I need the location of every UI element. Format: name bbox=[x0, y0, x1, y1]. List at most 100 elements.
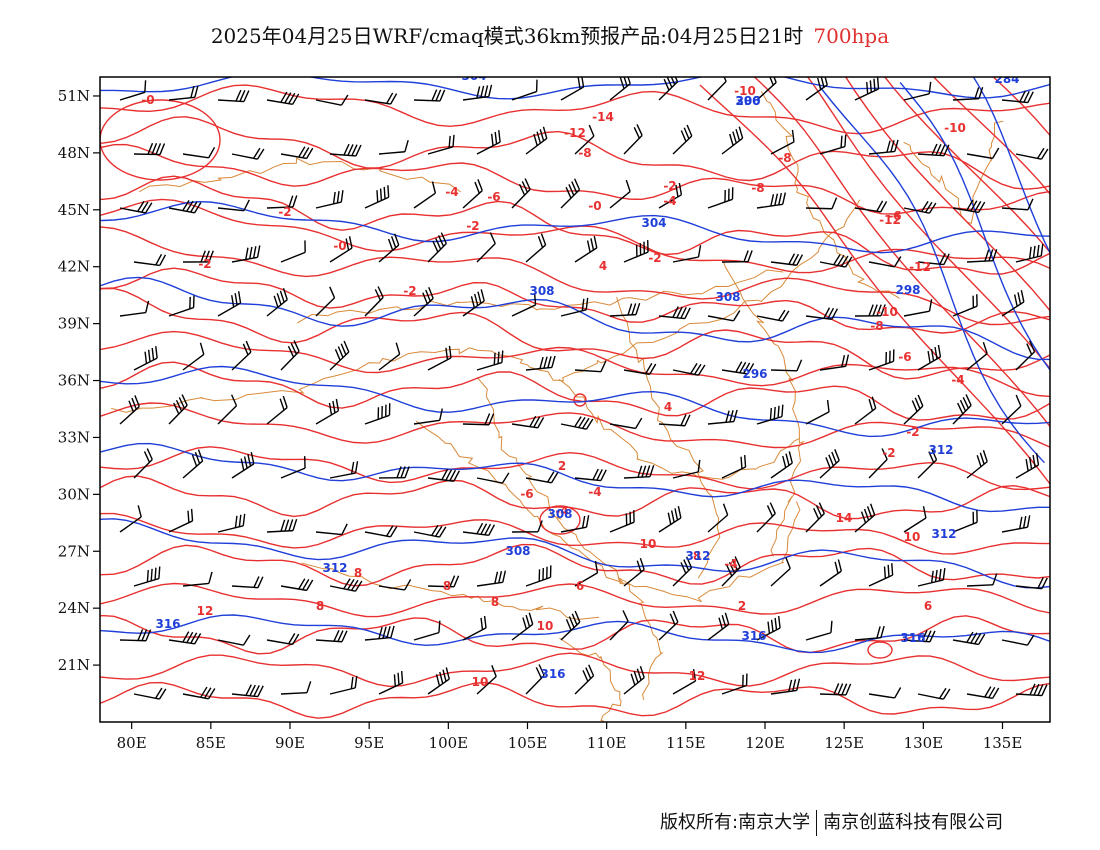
wind-barb bbox=[476, 472, 510, 484]
wind-barb bbox=[378, 342, 401, 371]
temperature-label: -2 bbox=[663, 179, 676, 193]
temperature-label: -8 bbox=[578, 146, 591, 160]
height-label: 316 bbox=[155, 617, 180, 631]
longitude-axis: 80E 85E 90E 95E 100E 105E 110E 115E 120E 125E 130E… bbox=[117, 722, 1023, 752]
wind-barb bbox=[168, 394, 188, 425]
wind-barb bbox=[952, 199, 986, 214]
isotherm-line bbox=[100, 287, 1050, 380]
wind-barb bbox=[1001, 198, 1034, 211]
wind-barb bbox=[217, 513, 246, 533]
wind-barb bbox=[574, 560, 599, 587]
wind-barb bbox=[462, 413, 495, 426]
lon-tick-label: 135E bbox=[983, 734, 1023, 752]
wind-barb bbox=[364, 92, 398, 105]
wind-barb bbox=[903, 630, 936, 643]
border-line bbox=[723, 261, 805, 557]
isotherm-loop bbox=[100, 99, 221, 181]
wind-barb bbox=[413, 620, 441, 641]
wind-barb bbox=[231, 340, 252, 371]
wind-barb bbox=[511, 292, 537, 317]
border-line bbox=[558, 379, 800, 480]
height-label: 304 bbox=[641, 216, 666, 230]
temperature-label: -6 bbox=[898, 350, 911, 364]
wind-barb bbox=[217, 394, 238, 425]
wind-barb bbox=[658, 610, 679, 641]
wind-barb bbox=[1001, 515, 1031, 533]
wind-barb bbox=[266, 633, 300, 646]
temperature-label: 8 bbox=[491, 595, 499, 609]
height-contour bbox=[100, 200, 1050, 254]
wind-barb bbox=[329, 340, 350, 371]
border-line bbox=[760, 90, 900, 299]
temperature-label: -2 bbox=[403, 284, 416, 298]
wind-barb bbox=[658, 414, 691, 427]
temperature-label: 2 bbox=[738, 599, 746, 613]
wind-barb bbox=[364, 185, 390, 209]
wind-barb bbox=[903, 506, 927, 533]
wind-barb bbox=[1015, 243, 1044, 263]
lat-tick-label: 24N bbox=[58, 599, 90, 617]
wind-barb bbox=[721, 126, 744, 155]
wind-barb bbox=[721, 673, 748, 695]
isotherm-line bbox=[100, 175, 1050, 275]
wind-barb bbox=[917, 567, 946, 587]
height-label: 296 bbox=[735, 94, 760, 108]
lat-tick-label: 36N bbox=[58, 372, 90, 390]
isotherm-line bbox=[753, 77, 1050, 428]
border-line bbox=[903, 120, 1004, 225]
lon-tick-label: 120E bbox=[745, 734, 785, 752]
wind-barb bbox=[231, 451, 255, 479]
lat-tick-label: 48N bbox=[58, 144, 90, 162]
height-label: 316 bbox=[900, 631, 925, 645]
height-label: 308 bbox=[715, 290, 740, 304]
wind-barb bbox=[756, 192, 787, 209]
isotherm-line bbox=[100, 116, 1050, 190]
wind-barb bbox=[266, 195, 298, 209]
temperature-label: 8 bbox=[354, 566, 362, 580]
temperature-label: 12 bbox=[197, 604, 214, 618]
wind-barb bbox=[329, 578, 363, 592]
wind-barb bbox=[476, 665, 497, 695]
wind-barb bbox=[182, 571, 213, 587]
wind-barb bbox=[672, 669, 697, 695]
wind-barb bbox=[756, 404, 784, 425]
wind-barb bbox=[511, 79, 538, 101]
temperature-labels: -0-2-2-0-2-4 -6-2-0-2-12-14-8-10-6-8-8-4-… bbox=[141, 84, 966, 689]
temperature-label: -10 bbox=[876, 305, 898, 319]
temperature-label: -8 bbox=[778, 151, 791, 165]
wind-barb bbox=[672, 245, 702, 263]
temperature-label: -10 bbox=[944, 121, 966, 135]
isotherm-line bbox=[100, 681, 1050, 719]
wind-barb bbox=[707, 612, 730, 641]
isotherm-line bbox=[1048, 77, 1050, 79]
height-label: 304 bbox=[461, 69, 486, 83]
wind-barb bbox=[511, 612, 534, 641]
height-label: 296 bbox=[742, 367, 767, 381]
wind-barb bbox=[329, 143, 362, 157]
wind-barb bbox=[756, 309, 790, 322]
wind-barb bbox=[133, 253, 167, 267]
wind-barb bbox=[952, 394, 972, 425]
wind-barb bbox=[182, 449, 204, 479]
wind-barb bbox=[182, 686, 216, 700]
copyright-footer: 版权所有:南京大学 南京创蓝科技有限公司 bbox=[660, 808, 1003, 836]
temperature-label: -6 bbox=[487, 190, 500, 204]
wind-barb bbox=[707, 409, 738, 425]
lon-tick-label: 110E bbox=[587, 734, 627, 752]
wind-barb bbox=[182, 342, 205, 371]
pressure-level: 700hpa bbox=[813, 24, 890, 48]
height-label: 316 bbox=[741, 629, 766, 643]
wind-barb bbox=[378, 233, 400, 263]
wind-barb bbox=[427, 667, 450, 695]
isotherm-line bbox=[1030, 0, 1100, 396]
wind-barb bbox=[217, 291, 242, 317]
wind-barb bbox=[623, 666, 645, 695]
border-line bbox=[616, 296, 721, 579]
wind-barb bbox=[119, 629, 152, 642]
wind-barb bbox=[427, 232, 447, 263]
wind-barb bbox=[574, 360, 607, 373]
wind-barb bbox=[770, 557, 791, 587]
isotherm-loop bbox=[573, 393, 587, 407]
wind-barb bbox=[805, 502, 825, 533]
chart-title: 2025年04月25日WRF/cmaq模式36km预报产品:04月25日21时 7… bbox=[0, 20, 1100, 49]
